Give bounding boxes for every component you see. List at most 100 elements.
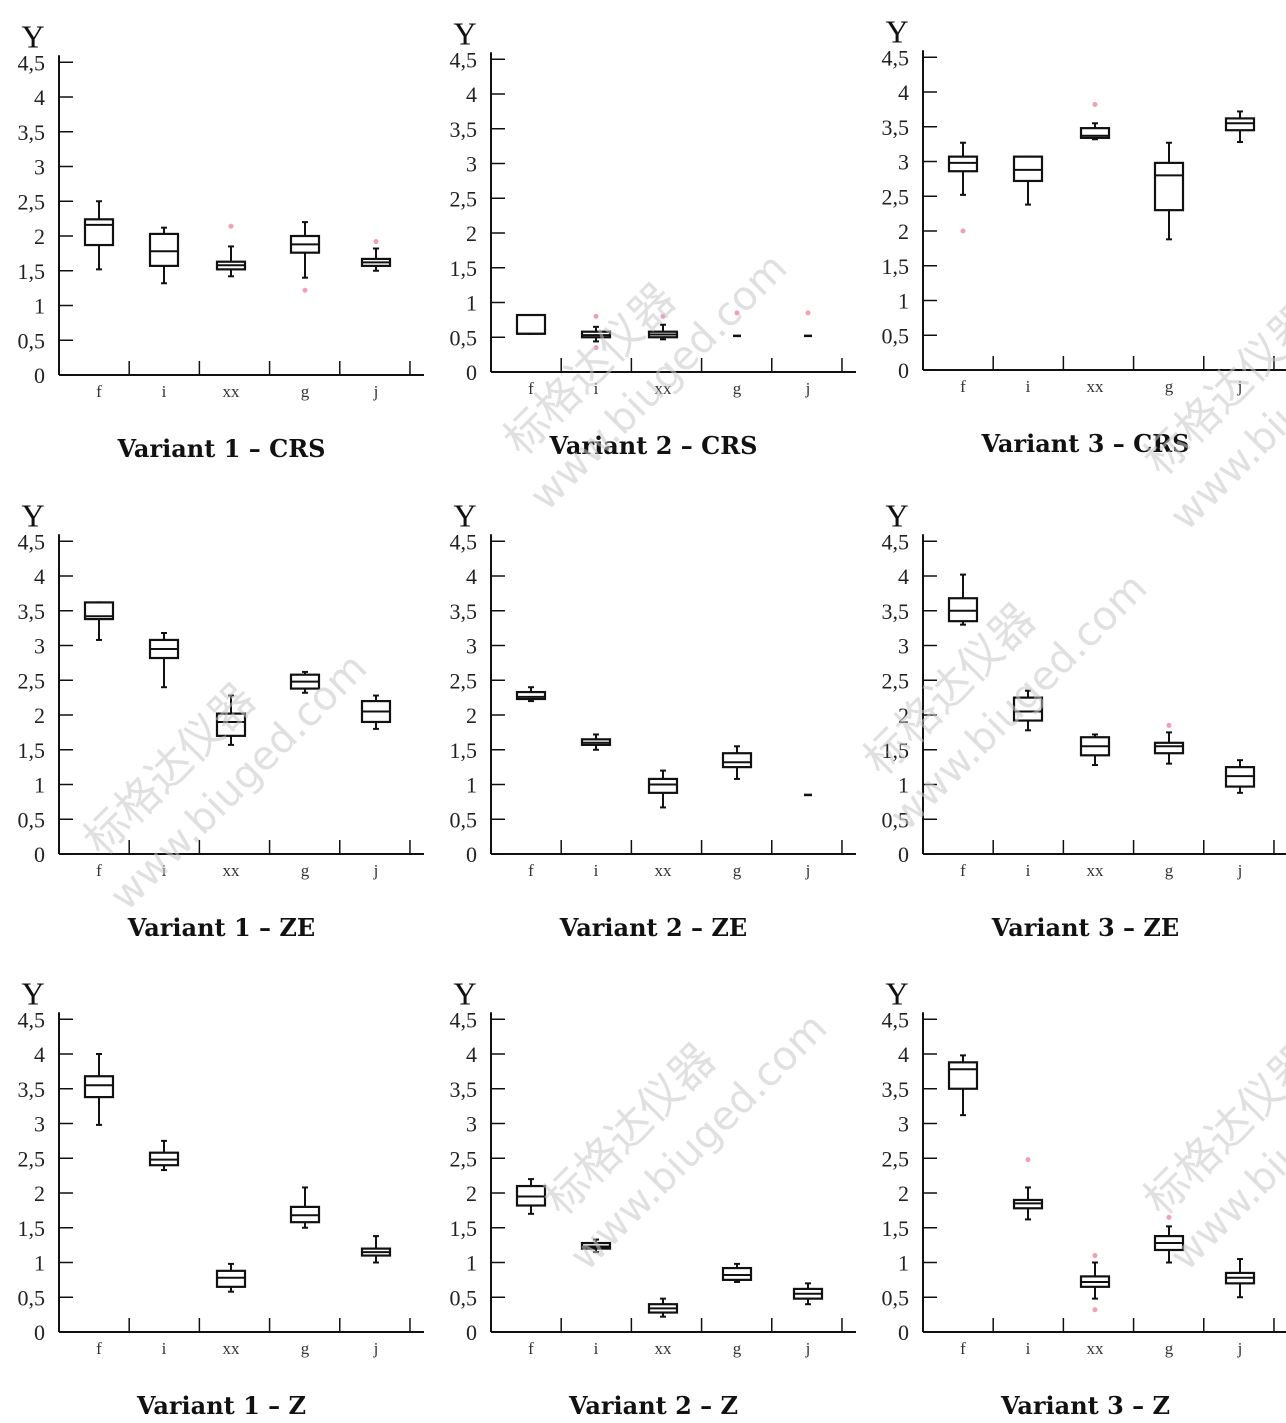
outlier-point — [1092, 102, 1098, 108]
x-tick-label: i — [594, 379, 599, 398]
y-tick-label: 2 — [34, 224, 45, 249]
x-tick-label: g — [1165, 1339, 1174, 1358]
x-tick-label: i — [162, 861, 167, 880]
y-tick-label: 1,5 — [450, 256, 478, 281]
box-g — [1153, 1214, 1185, 1264]
x-tick-label: i — [1026, 377, 1031, 396]
x-tick-label: f — [528, 861, 534, 880]
box-xx — [647, 313, 679, 341]
y-axis-title: Y — [453, 15, 476, 51]
chart-panel: 0 0,5 1 1,5 2 2,5 3 3,5 4 4,5Yf i xx g j Variant 1 – Z… — [18, 497, 424, 942]
y-tick-label: 3,5 — [18, 120, 46, 145]
y-tick-label: 2,5 — [450, 1146, 478, 1171]
y-tick-label: 0,5 — [450, 325, 478, 350]
outlier-point — [734, 310, 740, 316]
y-tick-label: 4,5 — [450, 47, 478, 72]
box-g — [289, 670, 321, 694]
y-tick-label: 1,5 — [450, 1216, 478, 1241]
outlier-point — [805, 310, 811, 316]
y-tick-label: 3,5 — [450, 1077, 478, 1102]
y-tick-label: 4 — [466, 564, 477, 589]
x-tick-label: g — [733, 379, 742, 398]
y-tick-label: 3 — [34, 1112, 45, 1137]
box-xx — [1079, 102, 1111, 141]
x-tick-label: f — [96, 382, 102, 401]
box-xx — [647, 769, 679, 809]
panel-title: Variant 1 – Z — [136, 1391, 306, 1420]
x-tick-label: g — [733, 861, 742, 880]
outlier-point — [228, 223, 234, 229]
box-iqr — [1079, 127, 1111, 139]
box-f — [83, 200, 115, 271]
y-tick-label: 4,5 — [18, 50, 46, 75]
y-tick-label: 0 — [34, 1320, 45, 1345]
y-tick-label: 4 — [34, 85, 45, 110]
y-tick-label: 2,5 — [882, 668, 910, 693]
box-iqr — [721, 752, 753, 769]
y-tick-label: 2,5 — [450, 186, 478, 211]
box-j — [1224, 1258, 1256, 1299]
box-i — [1012, 689, 1044, 732]
y-tick-label: 4,5 — [882, 45, 910, 70]
x-tick-label: xx — [223, 382, 241, 401]
box-f — [515, 313, 547, 335]
y-tick-label: 4,5 — [18, 1007, 46, 1032]
y-tick-label: 1,5 — [882, 738, 910, 763]
outlier-point — [373, 239, 379, 245]
box-iqr — [1153, 741, 1185, 755]
box-i — [148, 226, 180, 285]
x-tick-label: i — [1026, 1339, 1031, 1358]
x-tick-label: f — [960, 861, 966, 880]
y-tick-label: 0 — [466, 842, 477, 867]
y-tick-label: 4,5 — [882, 1007, 910, 1032]
y-tick-label: 1 — [466, 1251, 477, 1276]
y-tick-label: 3,5 — [882, 115, 910, 140]
panel-title: Variant 3 – CRS — [981, 429, 1190, 458]
x-tick-label: j — [805, 1339, 811, 1358]
x-tick-label: f — [960, 1339, 966, 1358]
y-tick-label: 0,5 — [18, 328, 46, 353]
box-iqr — [215, 1269, 247, 1288]
outlier-point — [1166, 1214, 1172, 1220]
box-g — [289, 221, 321, 293]
outlier-point — [593, 345, 599, 351]
panel-title: Variant 1 – CRS — [117, 434, 326, 463]
y-tick-label: 1,5 — [882, 254, 910, 279]
x-tick-label: xx — [1087, 1339, 1105, 1358]
box-iqr — [83, 218, 115, 247]
y-tick-label: 0 — [898, 358, 909, 383]
y-tick-label: 0 — [898, 842, 909, 867]
x-tick-label: i — [594, 1339, 599, 1358]
box-j — [360, 1235, 392, 1264]
y-tick-label: 4 — [898, 564, 909, 589]
outlier-point — [593, 313, 599, 319]
box-iqr — [1012, 155, 1044, 183]
box-f — [947, 141, 979, 234]
x-tick-label: j — [373, 861, 379, 880]
y-axis-title: Y — [885, 975, 908, 1011]
y-axis-title: Y — [453, 975, 476, 1011]
y-tick-label: 1 — [898, 773, 909, 798]
y-tick-label: 0,5 — [882, 323, 910, 348]
y-tick-label: 3 — [898, 634, 909, 659]
box-iqr — [721, 1266, 753, 1281]
box-i — [580, 733, 612, 751]
box-xx — [215, 1262, 247, 1293]
panel-title: Variant 1 – ZE — [127, 913, 315, 942]
y-tick-label: 3,5 — [18, 599, 46, 624]
y-tick-label: 1 — [466, 773, 477, 798]
chart-panel: 0 0,5 1 1,5 2 2,5 3 3,5 4 4,5Yf i xx g j Variant 2 – Z — [450, 975, 856, 1420]
y-tick-label: 0 — [34, 842, 45, 867]
box-g — [1153, 722, 1185, 765]
y-tick-label: 4 — [34, 564, 45, 589]
x-tick-label: j — [1237, 861, 1243, 880]
box-f — [947, 573, 979, 626]
box-iqr — [947, 155, 979, 173]
box-iqr — [148, 232, 180, 267]
x-tick-label: j — [373, 382, 379, 401]
box-i — [148, 1139, 180, 1172]
box-f — [947, 1054, 979, 1117]
panel-title: Variant 2 – ZE — [559, 913, 747, 942]
outlier-point — [660, 313, 666, 319]
